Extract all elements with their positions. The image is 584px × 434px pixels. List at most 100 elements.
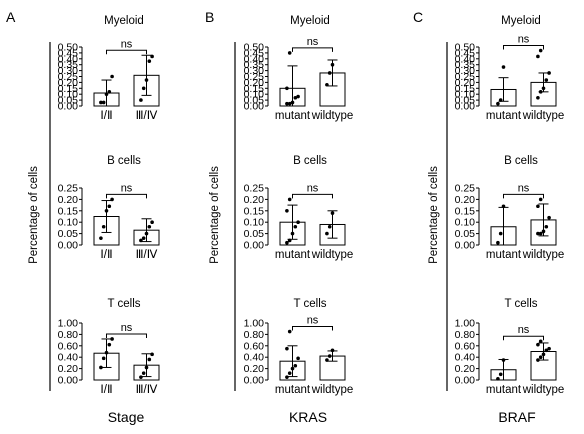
category-label: mutant — [275, 384, 311, 396]
category-label: Ⅲ/Ⅳ — [136, 249, 158, 261]
data-point — [498, 372, 503, 377]
chart-title: T cells — [293, 298, 326, 310]
data-point — [150, 352, 154, 357]
chart-title: T cells — [504, 298, 537, 310]
y-tick-label: 0.40 — [455, 352, 476, 364]
y-tick-label: 0.20 — [58, 363, 79, 375]
significance-label: ns — [518, 182, 530, 194]
data-point — [501, 65, 506, 69]
data-point — [107, 342, 112, 347]
data-point — [536, 231, 540, 236]
data-point — [536, 358, 540, 362]
y-tick-label: 0.20 — [58, 194, 79, 206]
y-tick-label: 0.45 — [244, 47, 265, 59]
y-tick-label: 0.25 — [58, 183, 79, 195]
chart-title: B cells — [107, 155, 141, 167]
y-tick-label: 0.30 — [455, 65, 476, 77]
data-point — [147, 357, 152, 362]
significance-label: ns — [307, 36, 319, 48]
category-label: mutant — [486, 110, 522, 122]
significance-label: ns — [121, 322, 133, 334]
significance-label: ns — [518, 324, 530, 336]
data-point — [287, 101, 292, 106]
data-point — [99, 236, 103, 240]
y-tick-label: 0.20 — [455, 194, 476, 206]
y-tick-label: 0.20 — [244, 363, 265, 375]
y-tick-label: 0.05 — [58, 95, 79, 107]
data-point — [110, 337, 114, 341]
data-point — [544, 224, 549, 229]
y-tick-label: 0.00 — [244, 101, 265, 113]
category-label: mutant — [486, 384, 522, 396]
data-point — [285, 101, 289, 106]
y-tick-label: 0.80 — [455, 329, 476, 341]
data-point — [287, 51, 292, 55]
y-axis-label-c: Percentage of cells — [428, 166, 440, 264]
data-point — [541, 229, 546, 234]
y-tick-label: 0.15 — [244, 83, 265, 95]
y-tick-label: 0.00 — [455, 240, 476, 252]
data-point — [296, 220, 300, 224]
y-tick-label: 1.00 — [244, 318, 265, 330]
data-point — [547, 71, 551, 75]
y-tick-label: 0.25 — [455, 71, 476, 83]
data-point — [496, 101, 500, 106]
data-point — [547, 346, 551, 351]
y-tick-label: 0.15 — [455, 83, 476, 95]
y-tick-label: 0.35 — [455, 59, 476, 71]
category-label: mutant — [275, 249, 311, 261]
category-label: Ⅲ/Ⅳ — [136, 110, 158, 122]
data-point — [541, 352, 546, 357]
y-tick-label: 0.50 — [455, 42, 476, 54]
category-label: Ⅰ/Ⅱ — [100, 110, 112, 122]
data-point — [147, 224, 152, 229]
chart-4: Myeloid0.000.050.100.150.200.250.300.350… — [244, 15, 354, 122]
significance-bracket — [292, 193, 333, 199]
category-label: mutant — [486, 249, 522, 261]
data-point — [293, 224, 298, 229]
data-point — [544, 348, 549, 353]
significance-bracket — [106, 333, 147, 338]
y-tick-label: 0.40 — [244, 352, 265, 364]
data-point — [141, 371, 146, 375]
plots: Myeloid0.000.050.100.150.200.250.300.350… — [58, 15, 565, 396]
y-tick-label: 0.20 — [455, 77, 476, 89]
y-tick-label: 0.40 — [58, 352, 79, 364]
data-point — [330, 211, 335, 215]
data-point — [325, 358, 329, 362]
data-point — [147, 59, 152, 63]
data-point — [110, 74, 114, 79]
data-point — [290, 366, 295, 371]
data-point — [536, 95, 540, 100]
y-tick-label: 0.50 — [244, 42, 265, 54]
significance-bracket — [106, 193, 147, 199]
significance-label: ns — [307, 315, 319, 327]
y-tick-label: 0.20 — [244, 194, 265, 206]
y-tick-label: 0.10 — [58, 217, 79, 229]
category-label: wildtype — [522, 384, 565, 396]
y-tick-label: 0.00 — [58, 101, 79, 113]
y-tick-label: 0.10 — [455, 217, 476, 229]
y-tick-label: 0.10 — [244, 217, 265, 229]
data-point — [290, 231, 295, 236]
data-point — [285, 375, 289, 379]
category-label: mutant — [275, 110, 311, 122]
significance-label: ns — [518, 34, 530, 46]
data-point — [538, 48, 543, 53]
data-point — [538, 197, 543, 202]
y-tick-label: 0.40 — [244, 53, 265, 65]
category-label: wildtype — [522, 110, 565, 122]
data-point — [538, 231, 543, 236]
data-point — [327, 71, 332, 75]
data-point — [101, 100, 106, 105]
y-tick-label: 0.45 — [58, 47, 79, 59]
data-point — [285, 86, 289, 91]
chart-title: Myeloid — [501, 15, 541, 27]
y-tick-label: 0.10 — [244, 89, 265, 101]
data-point — [99, 365, 103, 370]
data-point — [296, 94, 300, 99]
y-tick-label: 0.50 — [58, 42, 79, 54]
data-point — [104, 350, 109, 355]
y-axis-label-b: Percentage of cells — [209, 166, 221, 264]
data-point — [293, 95, 298, 100]
